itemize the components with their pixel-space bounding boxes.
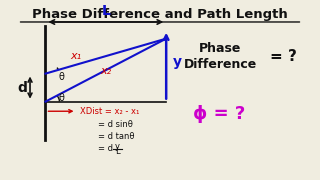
Text: = d tanθ: = d tanθ	[98, 132, 135, 141]
Text: θ: θ	[59, 93, 65, 103]
Text: x₁: x₁	[71, 51, 82, 61]
Text: x₂: x₂	[100, 66, 112, 76]
Text: L: L	[101, 4, 110, 19]
Text: d: d	[17, 81, 27, 95]
Text: θ: θ	[59, 72, 65, 82]
Text: ϕ = ?: ϕ = ?	[193, 105, 245, 123]
Text: = d sinθ: = d sinθ	[98, 120, 133, 129]
Text: Phase
Difference: Phase Difference	[184, 42, 257, 71]
Text: L: L	[115, 147, 120, 156]
Text: Phase Difference and Path Length: Phase Difference and Path Length	[32, 8, 288, 21]
Text: = ?: = ?	[270, 49, 297, 64]
Text: = d: = d	[98, 144, 113, 153]
Text: XDist = x₂ - x₁: XDist = x₂ - x₁	[80, 107, 139, 116]
Text: y: y	[115, 142, 120, 151]
Text: y: y	[173, 55, 182, 69]
